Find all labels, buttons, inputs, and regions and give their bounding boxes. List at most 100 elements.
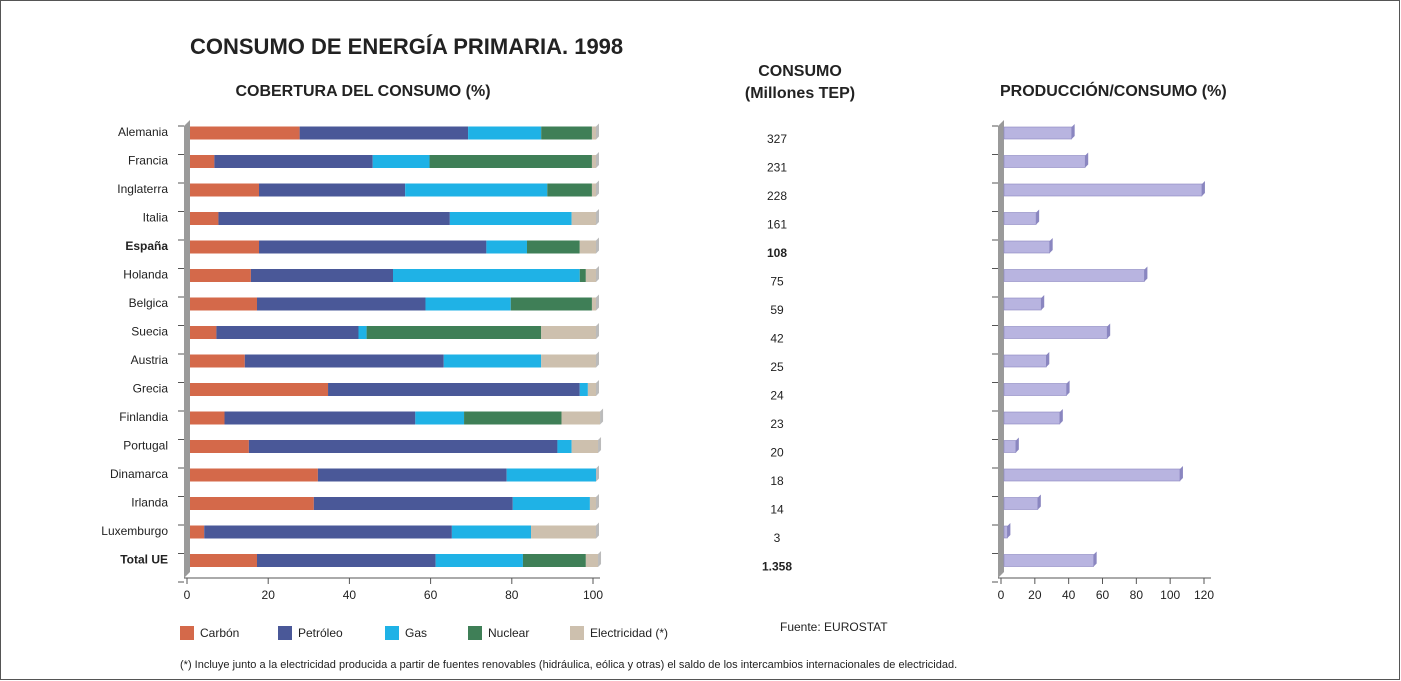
bar-segment	[512, 497, 590, 510]
bar-segment	[216, 326, 359, 339]
bar-segment	[591, 126, 596, 140]
bar	[1003, 525, 1008, 539]
bar-side	[1046, 352, 1050, 367]
bar-segment	[522, 554, 586, 567]
bar-segment	[190, 554, 257, 567]
legend-swatch	[468, 626, 482, 640]
bar-segment	[190, 468, 318, 482]
consumption-value: 3	[774, 531, 781, 545]
bar-side	[1085, 152, 1089, 168]
bar	[1003, 183, 1203, 197]
bar-end	[596, 522, 599, 539]
bar-segment	[224, 411, 416, 425]
bar-segment	[190, 155, 215, 168]
bar-segment	[579, 383, 588, 396]
y-tick-label: Alemania	[118, 125, 168, 139]
bar-end	[596, 237, 599, 254]
bar-segment	[435, 554, 523, 567]
legend-label: Nuclear	[488, 626, 529, 640]
bar-end	[596, 351, 599, 368]
bar	[1003, 297, 1042, 311]
y-tick-label: Holanda	[123, 268, 168, 282]
bar-segment	[571, 212, 596, 225]
bar-segment	[366, 326, 542, 339]
bar-segment	[547, 183, 592, 197]
bar-segment	[259, 183, 406, 197]
bar-segment	[587, 383, 596, 396]
consumption-value: 20	[770, 446, 784, 460]
bar-segment	[585, 554, 599, 567]
bar-side	[1071, 124, 1075, 139]
bar-segment	[190, 212, 219, 225]
x-tick-label: 80	[1130, 588, 1144, 602]
bar-segment	[190, 297, 257, 311]
bar-segment	[557, 440, 572, 453]
bar-side	[1201, 181, 1205, 196]
bar-segment	[486, 240, 527, 254]
bar-segment	[190, 326, 217, 339]
bar-side	[1041, 295, 1045, 310]
consumption-value: 23	[770, 417, 784, 431]
consumption-value: 231	[767, 161, 787, 175]
bar-segment	[425, 297, 511, 311]
bar-segment	[190, 269, 251, 282]
bar-segment	[429, 155, 592, 168]
x-tick-label: 0	[998, 588, 1005, 602]
bar-segment	[541, 126, 592, 140]
y-tick-label: Irlanda	[131, 496, 168, 510]
bar-segment	[541, 354, 596, 368]
bar	[1003, 383, 1067, 396]
bar-end	[596, 294, 599, 311]
source: Fuente: EUROSTAT	[780, 620, 888, 634]
x-tick-label: 80	[505, 588, 519, 602]
axis-wall	[184, 120, 190, 578]
bar-segment	[372, 155, 430, 168]
footnote: (*) Incluye junto a la electricidad prod…	[180, 659, 957, 671]
bar-segment	[317, 468, 507, 482]
consumption-value: 18	[770, 474, 784, 488]
bar-side	[1107, 323, 1111, 339]
column-title: (Millones TEP)	[745, 85, 855, 102]
bar-segment	[204, 525, 452, 539]
bar-end	[596, 494, 599, 510]
chart-subtitle: COBERTURA DEL CONSUMO (%)	[235, 83, 490, 100]
bar-segment	[244, 354, 444, 368]
legend-swatch	[180, 626, 194, 640]
bar-segment	[190, 183, 260, 197]
bar	[1003, 440, 1017, 453]
bar-side	[1093, 551, 1097, 567]
y-tick-label: Dinamarca	[110, 467, 168, 481]
consumption-value: 108	[767, 246, 787, 260]
x-tick-label: 40	[343, 588, 357, 602]
bar-end	[596, 380, 599, 396]
bar-side	[1066, 380, 1070, 396]
bar-segment	[358, 326, 367, 339]
bar-segment	[256, 554, 436, 567]
bar-segment	[541, 326, 596, 339]
bar-segment	[451, 525, 532, 539]
consumption-value: 161	[767, 218, 787, 232]
bar	[1003, 411, 1061, 425]
y-tick-label: Finlandia	[119, 410, 168, 424]
bar	[1003, 497, 1039, 510]
bar-segment	[468, 126, 542, 140]
legend-swatch	[385, 626, 399, 640]
bar-segment	[256, 297, 426, 311]
bar-segment	[190, 126, 300, 140]
consumption-value: 24	[770, 389, 784, 403]
bar-end	[596, 266, 599, 282]
bar-segment	[218, 212, 450, 225]
bar-segment	[190, 440, 249, 453]
bar	[1003, 155, 1086, 168]
bar-segment	[393, 269, 580, 282]
x-tick-label: 20	[262, 588, 276, 602]
bar-segment	[510, 297, 592, 311]
bar-segment	[571, 440, 599, 453]
x-tick-label: 60	[1096, 588, 1110, 602]
bar-side	[1037, 494, 1041, 510]
legend-swatch	[278, 626, 292, 640]
bar-segment	[579, 240, 596, 254]
main-title: CONSUMO DE ENERGÍA PRIMARIA. 1998	[190, 34, 623, 59]
bar	[1003, 212, 1037, 225]
bar	[1003, 354, 1047, 368]
